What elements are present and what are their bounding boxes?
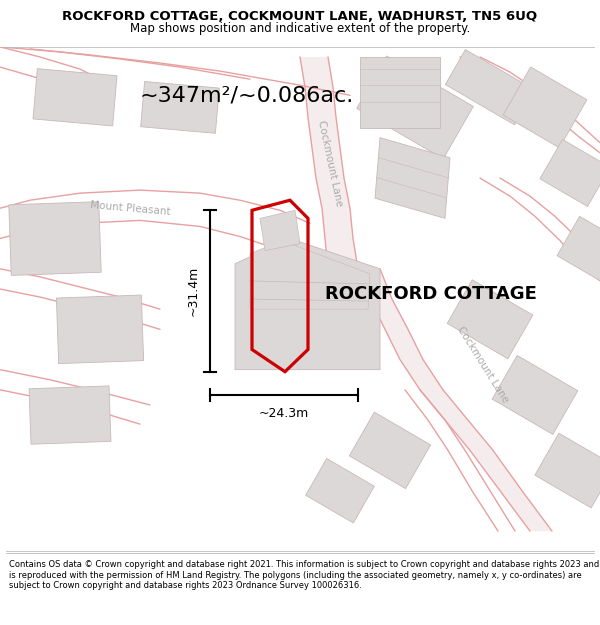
Polygon shape [33, 69, 117, 126]
Polygon shape [300, 57, 358, 269]
Polygon shape [9, 202, 101, 276]
Polygon shape [250, 241, 370, 309]
Text: Mount Pleasant: Mount Pleasant [90, 200, 171, 217]
Text: ~24.3m: ~24.3m [259, 407, 309, 420]
Polygon shape [29, 386, 111, 444]
Polygon shape [358, 269, 552, 531]
Text: ROCKFORD COTTAGE, COCKMOUNT LANE, WADHURST, TN5 6UQ: ROCKFORD COTTAGE, COCKMOUNT LANE, WADHUR… [62, 10, 538, 23]
Polygon shape [356, 56, 473, 159]
Polygon shape [56, 295, 143, 364]
Polygon shape [235, 239, 380, 369]
Polygon shape [360, 57, 440, 128]
Text: Contains OS data © Crown copyright and database right 2021. This information is : Contains OS data © Crown copyright and d… [9, 560, 599, 590]
Text: ~31.4m: ~31.4m [187, 266, 200, 316]
Polygon shape [140, 81, 220, 133]
Polygon shape [445, 49, 535, 125]
Polygon shape [535, 433, 600, 508]
Polygon shape [503, 67, 587, 148]
Text: Map shows position and indicative extent of the property.: Map shows position and indicative extent… [130, 22, 470, 35]
Polygon shape [260, 210, 300, 251]
Polygon shape [375, 138, 450, 218]
Polygon shape [447, 280, 533, 359]
Polygon shape [305, 459, 374, 523]
Text: ROCKFORD COTTAGE: ROCKFORD COTTAGE [325, 285, 537, 303]
Text: ~347m²/~0.086ac.: ~347m²/~0.086ac. [140, 85, 354, 105]
Text: Cockmount Lane: Cockmount Lane [455, 325, 510, 404]
Polygon shape [557, 216, 600, 281]
Polygon shape [540, 139, 600, 206]
Polygon shape [349, 412, 431, 489]
Text: Cockmount Lane: Cockmount Lane [316, 119, 344, 207]
Polygon shape [492, 356, 578, 434]
